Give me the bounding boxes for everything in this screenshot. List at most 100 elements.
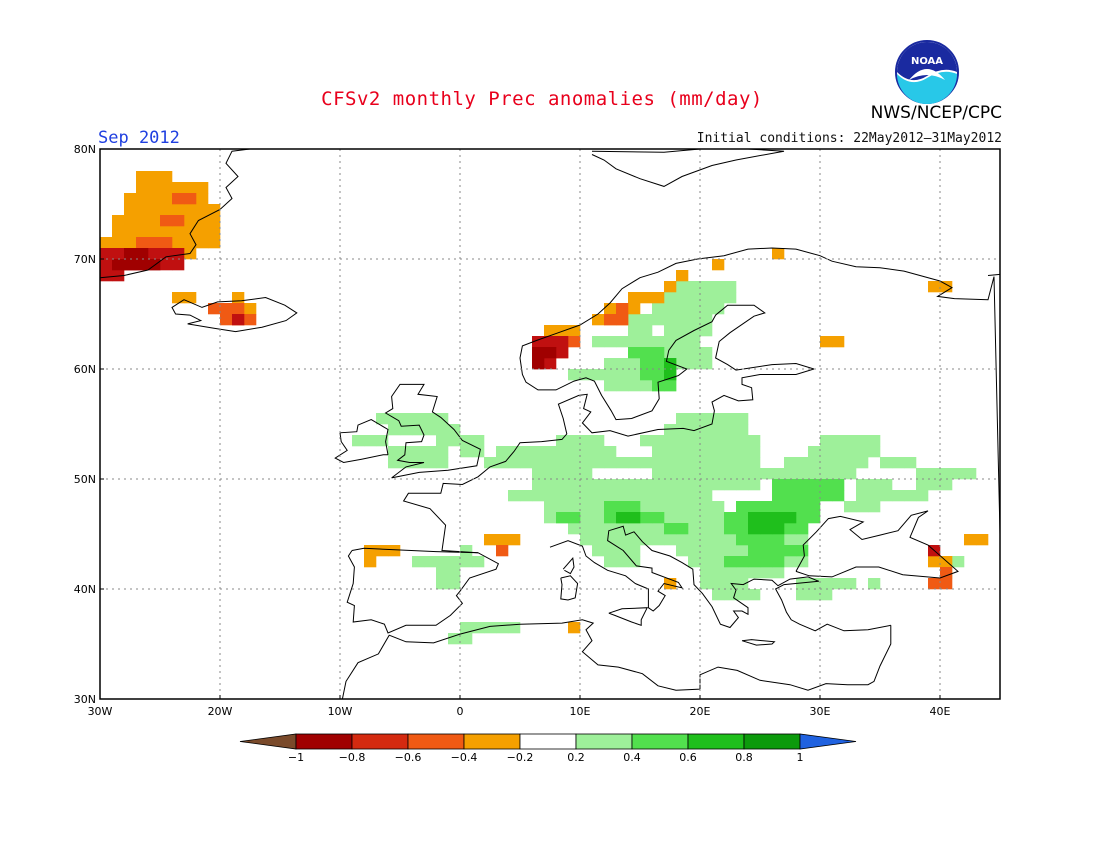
anomaly-cell-wet-1 xyxy=(772,567,785,579)
anomaly-cell-dry-2 xyxy=(148,182,161,194)
anomaly-cell-dry-2 xyxy=(148,215,161,227)
anomaly-cell-dry-2 xyxy=(772,248,785,260)
anomaly-cell-wet-1 xyxy=(604,545,617,557)
coast-iberia xyxy=(346,547,500,634)
anomaly-cell-wet-1 xyxy=(580,369,593,381)
anomaly-cell-dry-2 xyxy=(508,534,521,546)
anomaly-cell-wet-1 xyxy=(472,622,485,634)
anomaly-cell-wet-1 xyxy=(604,446,617,458)
anomaly-cell-wet-1 xyxy=(376,413,389,425)
anomaly-cell-dry-2 xyxy=(232,292,245,304)
anomaly-cell-dry-2 xyxy=(208,204,221,216)
anomaly-cell-wet-1 xyxy=(820,446,833,458)
anomaly-cell-dry-5 xyxy=(532,347,545,359)
anomaly-cell-dry-4 xyxy=(556,347,569,359)
anomaly-cell-dry-2 xyxy=(364,545,377,557)
anomaly-cell-dry-4 xyxy=(232,314,245,326)
anomaly-cell-dry-2 xyxy=(112,226,125,238)
anomaly-cell-dry-4 xyxy=(160,248,173,260)
longitude-label: 20E xyxy=(690,705,711,718)
anomaly-cell-dry-2 xyxy=(124,204,137,216)
anomaly-cell-dry-2 xyxy=(664,578,677,590)
longitude-label: 30W xyxy=(88,705,113,718)
anomaly-cell-dry-2 xyxy=(148,193,161,205)
anomaly-cell-wet-1 xyxy=(652,534,665,546)
anomaly-cell-wet-1 xyxy=(748,457,761,469)
anomaly-cell-wet-1 xyxy=(484,622,497,634)
anomaly-cell-wet-1 xyxy=(652,501,665,513)
anomaly-cell-wet-1 xyxy=(568,490,581,502)
colorbar-lower-extension xyxy=(239,733,297,750)
anomaly-cell-wet-2 xyxy=(640,358,653,370)
anomaly-cell-wet-1 xyxy=(616,380,629,392)
anomaly-cell-dry-2 xyxy=(124,237,137,249)
anomaly-cell-wet-1 xyxy=(700,545,713,557)
anomaly-cell-wet-1 xyxy=(676,534,689,546)
anomaly-cell-wet-1 xyxy=(724,281,737,293)
colorbar-tick-label: 1 xyxy=(797,751,804,764)
anomaly-cell-dry-2 xyxy=(544,325,557,337)
anomaly-cell-wet-1 xyxy=(604,369,617,381)
colorbar-tick-label: −0.4 xyxy=(451,751,478,764)
anomaly-cell-wet-1 xyxy=(832,435,845,447)
colorbar-tick-label: 0.4 xyxy=(623,751,641,764)
anomaly-cell-wet-1 xyxy=(808,446,821,458)
anomaly-cell-wet-1 xyxy=(820,589,833,601)
anomaly-cell-dry-5 xyxy=(532,358,545,370)
anomaly-cell-dry-2 xyxy=(592,314,605,326)
anomaly-cell-wet-1 xyxy=(556,501,569,513)
anomaly-cell-dry-4 xyxy=(544,336,557,348)
anomaly-cell-wet-1 xyxy=(628,325,641,337)
anomaly-cell-wet-1 xyxy=(676,501,689,513)
map-frame xyxy=(99,148,1001,700)
anomaly-cell-wet-1 xyxy=(748,468,761,480)
anomaly-cell-wet-1 xyxy=(868,490,881,502)
anomaly-cell-wet-1 xyxy=(736,589,749,601)
colorbar-segment xyxy=(575,733,633,750)
anomaly-cell-dry-5 xyxy=(148,259,161,271)
anomaly-cell-wet-1 xyxy=(400,424,413,436)
anomaly-cell-wet-1 xyxy=(604,457,617,469)
anomaly-cell-wet-1 xyxy=(784,457,797,469)
anomaly-cell-dry-3 xyxy=(208,303,221,315)
anomaly-cell-wet-1 xyxy=(700,347,713,359)
anomaly-cell-wet-1 xyxy=(676,314,689,326)
anomaly-cell-wet-1 xyxy=(652,336,665,348)
coast-greenland xyxy=(99,148,251,279)
anomaly-cell-wet-1 xyxy=(544,468,557,480)
coast-italy xyxy=(549,525,891,632)
anomaly-cell-dry-2 xyxy=(928,556,941,568)
anomaly-cell-dry-5 xyxy=(544,347,557,359)
anomaly-cell-wet-1 xyxy=(628,358,641,370)
anomaly-cell-dry-2 xyxy=(124,226,137,238)
anomaly-cell-wet-1 xyxy=(448,633,461,645)
anomaly-cell-wet-2 xyxy=(784,479,797,491)
anomaly-cell-wet-1 xyxy=(940,468,953,480)
anomaly-cell-wet-1 xyxy=(724,457,737,469)
anomaly-cell-wet-2 xyxy=(772,534,785,546)
anomaly-cell-wet-2 xyxy=(664,380,677,392)
anomaly-cell-wet-1 xyxy=(760,468,773,480)
anomaly-cell-wet-2 xyxy=(616,501,629,513)
anomaly-cell-wet-1 xyxy=(616,490,629,502)
anomaly-cell-wet-1 xyxy=(436,424,449,436)
anomaly-cell-dry-2 xyxy=(136,182,149,194)
anomaly-cell-wet-1 xyxy=(844,468,857,480)
anomaly-cell-wet-1 xyxy=(628,523,641,535)
anomaly-cell-wet-1 xyxy=(592,369,605,381)
anomaly-cell-dry-2 xyxy=(208,215,221,227)
anomaly-cell-wet-3 xyxy=(748,523,761,535)
longitude-label: 40E xyxy=(930,705,951,718)
anomaly-cell-wet-1 xyxy=(400,446,413,458)
anomaly-cell-wet-1 xyxy=(616,534,629,546)
anomaly-cell-wet-1 xyxy=(748,446,761,458)
anomaly-cell-wet-1 xyxy=(688,424,701,436)
anomaly-cell-wet-1 xyxy=(736,413,749,425)
anomaly-cell-wet-1 xyxy=(724,292,737,304)
anomaly-cell-wet-1 xyxy=(580,523,593,535)
anomaly-cell-wet-2 xyxy=(748,534,761,546)
anomaly-cell-wet-1 xyxy=(616,358,629,370)
anomaly-cell-wet-3 xyxy=(784,512,797,524)
anomaly-cell-wet-1 xyxy=(700,457,713,469)
